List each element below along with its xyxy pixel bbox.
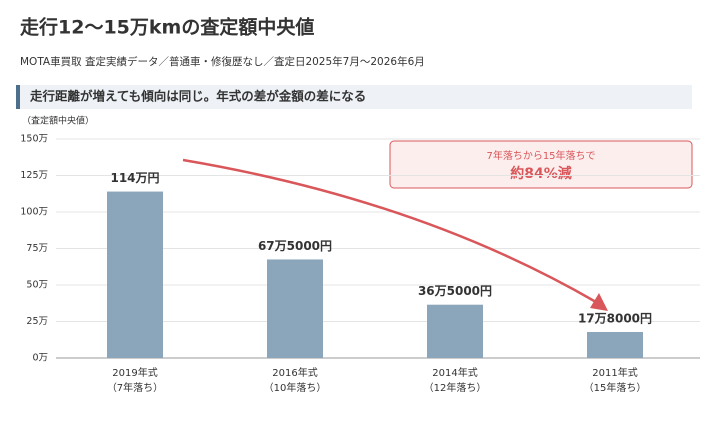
x-tick-label: 2011年式 [592, 366, 637, 379]
y-axis-label: （査定額中央値） [22, 115, 94, 127]
y-tick-label: 100万 [20, 207, 48, 218]
value-label: 114万円 [110, 171, 159, 185]
x-tick-note: （12年落ち） [424, 381, 487, 394]
x-tick-label: 2014年式 [432, 366, 477, 379]
section-heading: 走行距離が増えても傾向は同じ。年式の差が金額の差になる [30, 89, 366, 104]
bar [587, 332, 643, 358]
chart-subtitle: MOTA車買取 査定実績データ／普通車・修復歴なし／査定日2025年7月〜202… [20, 55, 425, 68]
value-label: 17万8000円 [578, 312, 652, 326]
x-tick-label: 2016年式 [272, 366, 317, 379]
x-tick-note: （15年落ち） [584, 381, 647, 394]
chart-title: 走行12〜15万kmの査定額中央値 [20, 16, 314, 39]
y-tick-label: 150万 [20, 134, 48, 145]
bar [427, 304, 483, 358]
annotation-text: 7年落ちから15年落ちで [486, 149, 595, 162]
x-tick-note: （10年落ち） [264, 381, 327, 394]
section-bg [16, 85, 692, 109]
x-tick-label: 2019年式 [112, 366, 157, 379]
y-tick-label: 25万 [26, 316, 48, 327]
x-tick-note: （7年落ち） [107, 381, 163, 394]
section-accent [16, 85, 20, 109]
y-tick-label: 0万 [32, 353, 48, 364]
arrow-head [590, 293, 608, 311]
annotation-box [389, 140, 693, 189]
y-tick-label: 50万 [26, 280, 48, 291]
value-label: 36万5000円 [418, 284, 492, 298]
annotation-emphasis: 約84%減 [510, 165, 572, 182]
bar [107, 191, 163, 358]
y-tick-label: 125万 [20, 170, 48, 181]
trend-arrow [182, 158, 597, 304]
bar [267, 259, 323, 358]
y-tick-label: 75万 [26, 243, 48, 254]
value-label: 67万5000円 [258, 239, 332, 253]
